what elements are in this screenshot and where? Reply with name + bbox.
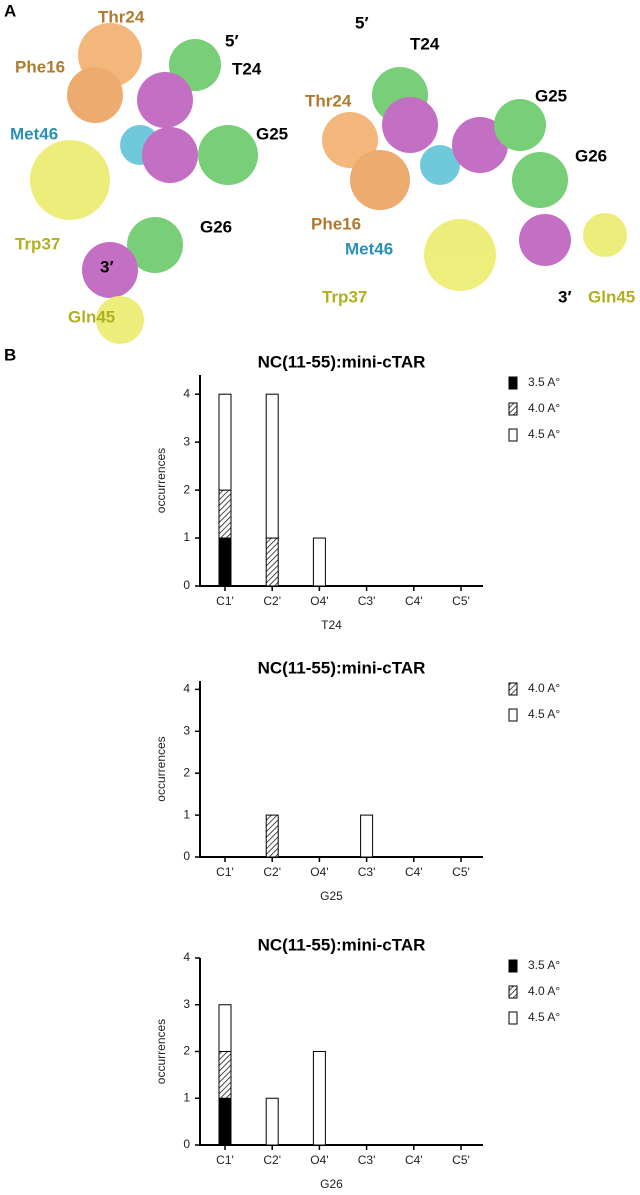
legend-swatch — [508, 402, 518, 416]
bar-segment — [218, 1004, 232, 1052]
y-tick-label: 4 — [183, 682, 190, 696]
residue-label: Trp37 — [15, 234, 60, 253]
x-tick-label: C3' — [358, 865, 376, 879]
end-label: 3′ — [100, 257, 114, 276]
bar-segment — [265, 537, 279, 587]
residue-label: Thr24 — [98, 7, 145, 26]
x-tick-label: C4' — [405, 594, 423, 608]
residue-label: Gln45 — [588, 287, 635, 306]
structure-right — [322, 67, 627, 291]
labels-left: Thr24 Phe16 Met46 Trp37 Gln45 5′ 3′ T24 … — [10, 7, 288, 326]
chart-title: NC(11-55):mini-cTAR — [258, 658, 426, 677]
x-tick-label: C4' — [405, 1153, 423, 1167]
x-tick-label: C2' — [263, 594, 281, 608]
x-tick-label: C5' — [452, 594, 470, 608]
y-tick-label: 2 — [183, 1044, 190, 1058]
x-tick-label: C2' — [263, 1153, 281, 1167]
end-label: 5′ — [225, 31, 239, 50]
end-label: 5′ — [355, 13, 369, 32]
nucleotide-label: T24 — [410, 34, 440, 53]
bar-segment — [218, 1051, 232, 1099]
bar-segment — [360, 814, 374, 858]
nucleotide-label: G25 — [535, 86, 567, 105]
nucleotide-label: G25 — [256, 124, 288, 143]
legend-swatch — [508, 985, 518, 999]
legend-swatch — [508, 1011, 518, 1025]
legend-swatch — [508, 959, 518, 973]
y-tick-label: 1 — [183, 807, 190, 821]
legend-label: 4.0 A° — [528, 984, 560, 998]
bar-segment — [218, 489, 232, 539]
x-tick-label: O4' — [310, 594, 328, 608]
x-tick-label: C1' — [216, 865, 234, 879]
nucleotide-label: G26 — [575, 146, 607, 165]
y-tick-label: 1 — [183, 530, 190, 544]
legend-label: 4.5 A° — [528, 1010, 560, 1024]
structure-left — [30, 23, 258, 344]
legend-label: 3.5 A° — [528, 958, 560, 972]
y-tick-label: 0 — [183, 578, 190, 592]
chart-title: NC(11-55):mini-cTAR — [258, 935, 426, 954]
y-tick-label: 2 — [183, 482, 190, 496]
y-tick-label: 0 — [183, 849, 190, 863]
legend-swatch — [508, 708, 518, 722]
residue-label: Trp37 — [322, 287, 367, 306]
x-tick-label: C4' — [405, 865, 423, 879]
panel-label: B — [4, 345, 16, 364]
legend-label: 4.0 A° — [528, 681, 560, 695]
y-tick-label: 4 — [183, 950, 190, 964]
bar-segment — [218, 1097, 232, 1146]
y-tick-label: 3 — [183, 434, 190, 448]
legend-swatch — [508, 428, 518, 442]
legend-swatch — [508, 682, 518, 696]
x-axis-label: G25 — [320, 889, 343, 903]
bar-segment — [265, 393, 279, 539]
labels-right: Thr24 Phe16 Met46 Trp37 Gln45 5′ 3′ T24 … — [305, 13, 635, 306]
y-axis-label: occurrences — [154, 448, 168, 513]
x-axis-label: T24 — [321, 618, 342, 632]
bar-segment — [218, 393, 232, 491]
legend-label: 4.0 A° — [528, 401, 560, 415]
residue-label: Phe16 — [311, 214, 361, 233]
bar-segment — [312, 1051, 326, 1146]
y-tick-label: 4 — [183, 386, 190, 400]
chart-title: NC(11-55):mini-cTAR — [258, 352, 426, 371]
y-tick-label: 3 — [183, 997, 190, 1011]
legend-label: 4.5 A° — [528, 427, 560, 441]
x-tick-label: C2' — [263, 865, 281, 879]
y-tick-label: 1 — [183, 1090, 190, 1104]
y-axis-label: occurrences — [154, 736, 168, 801]
x-tick-label: C3' — [358, 1153, 376, 1167]
residue-label: Met46 — [10, 124, 58, 143]
x-axis-label: G26 — [320, 1177, 343, 1191]
end-label: 3′ — [558, 287, 572, 306]
residue-label: Gln45 — [68, 307, 115, 326]
x-tick-label: C3' — [358, 594, 376, 608]
residue-label: Met46 — [345, 239, 393, 258]
residue-label: Thr24 — [305, 91, 352, 110]
x-tick-label: C1' — [216, 594, 234, 608]
panel-label: A — [4, 1, 16, 20]
x-tick-label: O4' — [310, 1153, 328, 1167]
y-tick-label: 0 — [183, 1137, 190, 1151]
y-tick-label: 2 — [183, 765, 190, 779]
y-axis-label: occurrences — [154, 1019, 168, 1084]
x-tick-label: C5' — [452, 1153, 470, 1167]
y-tick-label: 3 — [183, 723, 190, 737]
nucleotide-label: T24 — [232, 59, 262, 78]
bar-segment — [312, 537, 326, 587]
nucleotide-label: G26 — [200, 217, 232, 236]
bar-segment — [218, 537, 232, 587]
legend-swatch — [508, 376, 518, 390]
x-tick-label: C5' — [452, 865, 470, 879]
x-tick-label: C1' — [216, 1153, 234, 1167]
bar-segment — [265, 814, 279, 858]
residue-label: Phe16 — [15, 57, 65, 76]
legend-label: 3.5 A° — [528, 375, 560, 389]
x-tick-label: O4' — [310, 865, 328, 879]
legend-label: 4.5 A° — [528, 707, 560, 721]
bar-segment — [265, 1097, 279, 1146]
